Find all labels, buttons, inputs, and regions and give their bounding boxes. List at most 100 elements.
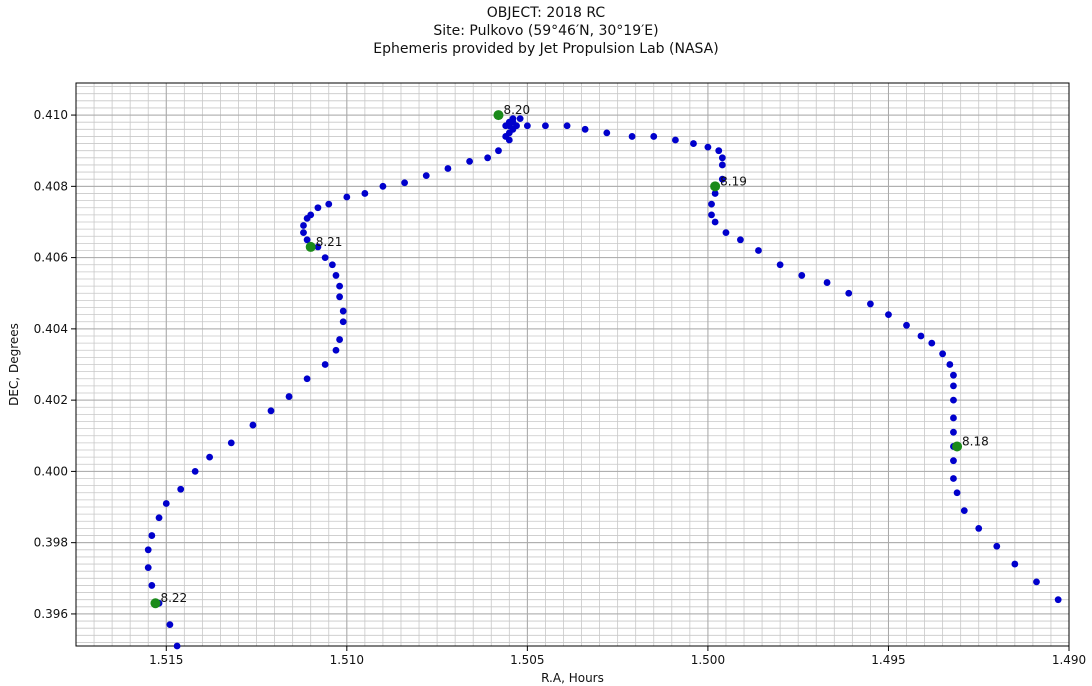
y-tick-label: 0.402 [34,393,68,407]
ephemeris-point [946,361,954,368]
ephemeris-point [325,200,333,208]
x-axis-label: R.A, Hours [541,671,604,685]
ephemeris-point [505,122,513,130]
ephemeris-point [993,542,1001,550]
ephemeris-point [867,300,874,308]
ephemeris-point [928,339,936,347]
highlight-point [150,598,161,609]
ephemeris-point [166,621,174,629]
ephemeris-point [1054,596,1062,604]
x-tick-label: 1.510 [330,653,364,667]
highlight-point [493,110,504,121]
ephemeris-point [328,261,336,269]
ephemeris-point [628,133,636,140]
annotations: 8.18 8.19 8.20 8.21 8.22 [160,103,988,605]
ephemeris-point [155,514,163,522]
ephemeris-point [711,218,719,226]
ephemeris-point [227,439,235,447]
ephemeris-point [950,457,957,465]
ephemeris-point [148,582,156,589]
x-tick-label: 1.515 [149,653,183,667]
ephemeris-point [950,428,957,436]
ephemeris-point [798,272,806,279]
ephemeris-point [173,642,181,650]
ephemeris-point [144,564,152,572]
ephemeris-point [314,243,322,251]
x-tick-label: 1.495 [871,653,905,667]
ephemeris-point [690,140,697,147]
ephemeris-point [903,321,910,329]
ephemeris-point [1011,560,1019,568]
ephemeris-point [332,346,340,354]
ephemeris-point [267,407,275,415]
ephemeris-point [332,272,340,279]
ephemeris-point [303,236,311,244]
date-annotation: 8.21 [316,235,343,249]
plot-frame [75,82,1070,647]
ephemeris-point [953,489,961,497]
ephemeris-point [672,136,679,144]
chart-title-line-3: Ephemeris provided by Jet Propulsion Lab… [373,41,719,57]
ephemeris-point [361,190,369,197]
ephemeris-point [950,396,957,404]
ephemeris-point [303,375,311,383]
highlight-point [710,181,721,192]
ephemeris-point [144,546,152,554]
x-tick-label: 1.490 [1052,653,1086,667]
ephemeris-point [422,172,430,180]
ephemeris-point [718,175,726,183]
ephemeris-point [823,279,831,286]
ephemeris-point [343,193,351,201]
ephemeris-point [303,215,311,222]
ephemeris-point [206,453,214,461]
ephemeris-point [379,182,387,190]
ephemeris-point [516,115,524,123]
ephemeris-point [708,211,715,219]
x-tick-label: 1.500 [691,653,725,667]
highlight-point [305,241,316,252]
ephemeris-point [321,361,329,368]
y-tick-label: 0.406 [34,251,68,265]
ephemeris-point [950,382,957,390]
ephemeris-point [249,421,257,429]
ephemeris-point [339,318,347,326]
y-tick-label: 0.396 [34,607,68,621]
chart-title-line-1: OBJECT: 2018 RC [486,5,606,21]
x-axis-ticks: 1.515 1.510 1.505 1.500 1.495 1.490 [149,646,1086,667]
ephemeris-point [950,414,957,422]
ephemeris-point [523,122,531,130]
ephemeris-point [845,289,853,297]
ephemeris-point [191,467,199,475]
ephemeris-point [444,165,452,172]
ephemeris-point [939,350,947,358]
ephemeris-point [718,161,726,169]
ephemeris-point [704,143,712,151]
ephemeris-point [314,204,322,212]
ephemeris-point [336,293,343,301]
highlight-point [952,441,963,452]
ephemeris-point [885,311,892,319]
ephemeris-point [336,282,343,290]
ephemeris-point [466,157,473,165]
y-tick-label: 0.408 [34,179,68,193]
grid-lines [75,83,1070,646]
ephemeris-point [776,261,784,269]
date-annotation: 8.18 [962,434,989,448]
ephemeris-point [177,485,185,493]
ephemeris-point [722,229,730,237]
ephemeris-point [755,247,762,254]
ephemeris-point [401,179,408,187]
ephemeris-point [711,190,719,197]
ephemeris-point [495,147,502,155]
data-points [144,110,1062,650]
ephemeris-point [484,154,492,162]
ephemeris-point [950,475,957,482]
date-annotation: 8.20 [503,103,530,117]
y-tick-label: 0.400 [34,464,68,478]
ephemeris-point [300,222,307,229]
y-tick-label: 0.410 [34,108,68,122]
y-tick-label: 0.398 [34,536,68,550]
y-tick-label: 0.404 [34,322,68,336]
